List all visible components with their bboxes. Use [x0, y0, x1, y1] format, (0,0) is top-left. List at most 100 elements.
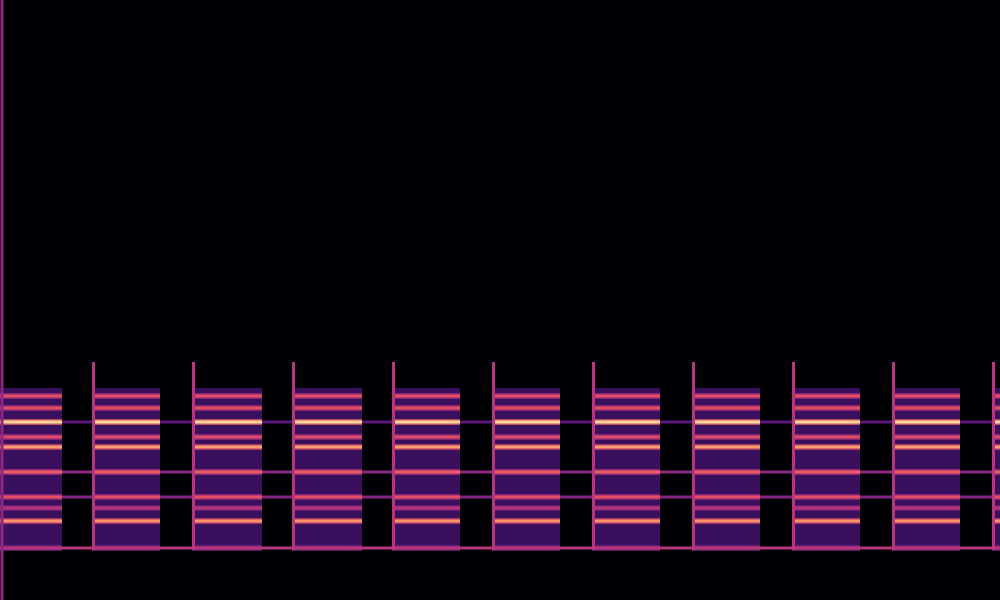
- partial: [0, 507, 62, 510]
- partial-halo: [0, 505, 62, 511]
- partial: [92, 407, 160, 410]
- onset-transient: [692, 362, 695, 550]
- partial: [792, 446, 860, 449]
- partial: [292, 520, 362, 523]
- partial-halo: [292, 494, 362, 500]
- partial: [892, 547, 960, 550]
- partial: [592, 471, 660, 474]
- partial-halo: [0, 444, 62, 450]
- partial: [392, 507, 460, 510]
- partial-halo: [192, 505, 262, 511]
- partial: [892, 421, 960, 424]
- spectrogram: [0, 0, 1000, 600]
- partial: [592, 507, 660, 510]
- partial: [592, 496, 660, 499]
- partial-halo: [592, 419, 660, 425]
- partial-halo: [892, 419, 960, 425]
- partial-halo: [692, 545, 760, 551]
- onset-transient: [992, 362, 995, 550]
- partial: [392, 520, 460, 523]
- partial-halo: [392, 405, 460, 411]
- partial-halo: [492, 469, 560, 475]
- partial: [592, 407, 660, 410]
- partial-halo: [492, 419, 560, 425]
- partial: [292, 407, 362, 410]
- partial-halo: [392, 419, 460, 425]
- partial: [492, 395, 560, 398]
- partial-halo: [292, 444, 362, 450]
- partial-halo: [592, 444, 660, 450]
- partial: [692, 507, 760, 510]
- partial: [792, 496, 860, 499]
- partial: [892, 471, 960, 474]
- partial-halo: [592, 469, 660, 475]
- partial-halo: [192, 494, 262, 500]
- partial-halo: [92, 505, 160, 511]
- partial-halo: [692, 419, 760, 425]
- partial: [192, 507, 262, 510]
- partial: [892, 507, 960, 510]
- partial-halo: [0, 494, 62, 500]
- partial-halo: [392, 434, 460, 440]
- partial-halo: [692, 405, 760, 411]
- partial: [592, 436, 660, 439]
- partial: [292, 446, 362, 449]
- partial-halo: [792, 545, 860, 551]
- partial-halo: [492, 434, 560, 440]
- partial: [292, 436, 362, 439]
- partial: [292, 496, 362, 499]
- partial: [292, 395, 362, 398]
- partial: [492, 520, 560, 523]
- background: [0, 0, 1000, 600]
- partial: [892, 446, 960, 449]
- partial: [692, 471, 760, 474]
- partial: [0, 421, 62, 424]
- partial-halo: [192, 518, 262, 524]
- note-noise: [292, 388, 362, 550]
- partial-halo: [692, 393, 760, 399]
- partial: [92, 446, 160, 449]
- partial-halo: [92, 393, 160, 399]
- partial-halo: [592, 405, 660, 411]
- partial: [392, 421, 460, 424]
- partial-halo: [0, 434, 62, 440]
- partial: [692, 446, 760, 449]
- partial: [792, 436, 860, 439]
- partial: [792, 507, 860, 510]
- partial-halo: [192, 545, 262, 551]
- partial-halo: [192, 393, 262, 399]
- partial-halo: [92, 469, 160, 475]
- partial-halo: [592, 434, 660, 440]
- partial-halo: [892, 444, 960, 450]
- partial-halo: [792, 393, 860, 399]
- partial: [592, 446, 660, 449]
- partial: [492, 446, 560, 449]
- partial: [392, 395, 460, 398]
- partial: [92, 471, 160, 474]
- partial: [0, 446, 62, 449]
- partial: [392, 407, 460, 410]
- partial: [592, 520, 660, 523]
- partial: [0, 436, 62, 439]
- partial: [192, 547, 262, 550]
- partial-halo: [792, 505, 860, 511]
- partial-halo: [792, 469, 860, 475]
- partial: [792, 421, 860, 424]
- partial: [0, 547, 62, 550]
- partial-halo: [592, 518, 660, 524]
- partial-halo: [492, 545, 560, 551]
- partial-halo: [692, 494, 760, 500]
- partial-halo: [592, 494, 660, 500]
- partial: [492, 471, 560, 474]
- note-noise: [392, 388, 460, 550]
- partial-halo: [792, 494, 860, 500]
- partial-halo: [892, 505, 960, 511]
- partial: [292, 421, 362, 424]
- partial: [292, 471, 362, 474]
- partial: [792, 471, 860, 474]
- partial: [492, 507, 560, 510]
- partial: [192, 471, 262, 474]
- partial-halo: [292, 545, 362, 551]
- partial-halo: [692, 505, 760, 511]
- drone-band: [0, 496, 1000, 499]
